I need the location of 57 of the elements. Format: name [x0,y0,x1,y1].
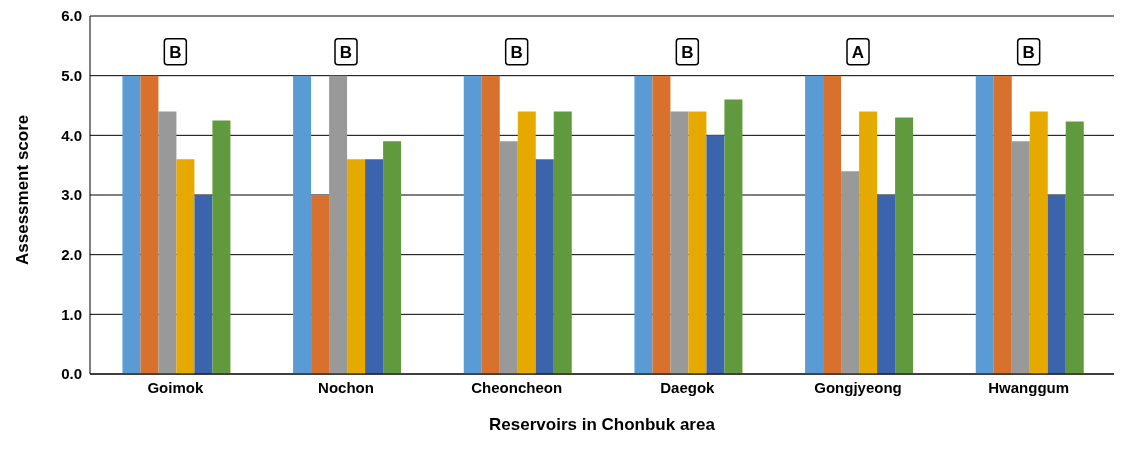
y-tick-label: 4.0 [61,126,82,144]
y-tick-label: 6.0 [61,7,82,25]
y-axis-title: Assessment score [13,114,33,265]
y-tick-label: 5.0 [61,66,82,84]
bar [329,75,348,374]
x-tick-label: Daegok [660,378,716,396]
bar [535,159,554,374]
bar [877,195,896,374]
y-tick-label: 3.0 [61,186,82,204]
bar [347,159,366,374]
annotation: B [510,42,523,62]
bar [293,75,312,374]
y-tick-label: 0.0 [61,365,82,383]
bar [975,75,994,374]
bar [724,99,743,374]
bar [383,141,402,374]
x-tick-label: Gongjyeong [814,378,902,396]
bar [481,75,500,374]
y-tick-label: 2.0 [61,245,82,263]
annotation: B [339,42,353,62]
bar [1029,111,1048,374]
x-tick-label: Nochon [318,378,374,396]
bar [311,195,330,374]
bar [553,111,572,374]
annotation: B [169,42,182,62]
bar [158,111,177,374]
annotation: B [1022,42,1035,62]
bar [688,111,707,374]
bar [1047,195,1066,374]
x-tick-label: Hwanggum [988,378,1070,396]
bar [517,111,536,374]
bar [706,135,725,374]
bar [176,159,195,374]
x-axis-title: Reservoirs in Chonbuk area [489,415,716,434]
bar [993,75,1012,374]
bar [499,141,518,374]
bar [212,120,231,374]
bar [841,171,860,374]
y-tick-label: 1.0 [61,305,82,323]
bar [1065,121,1084,374]
bar [823,75,842,374]
bar [1011,141,1030,374]
bar [805,75,824,374]
annotation: A [851,42,865,62]
bar [140,75,159,374]
bar [194,195,213,374]
bar [634,75,653,374]
bar [463,75,482,374]
bar [895,117,914,374]
x-tick-label: Cheoncheon [471,378,563,396]
x-tick-label: Goimok [147,378,204,396]
annotation: B [681,42,694,62]
bar [365,159,384,374]
bar [670,111,689,374]
bar [652,75,671,374]
bar [859,111,878,374]
bar [122,75,141,374]
